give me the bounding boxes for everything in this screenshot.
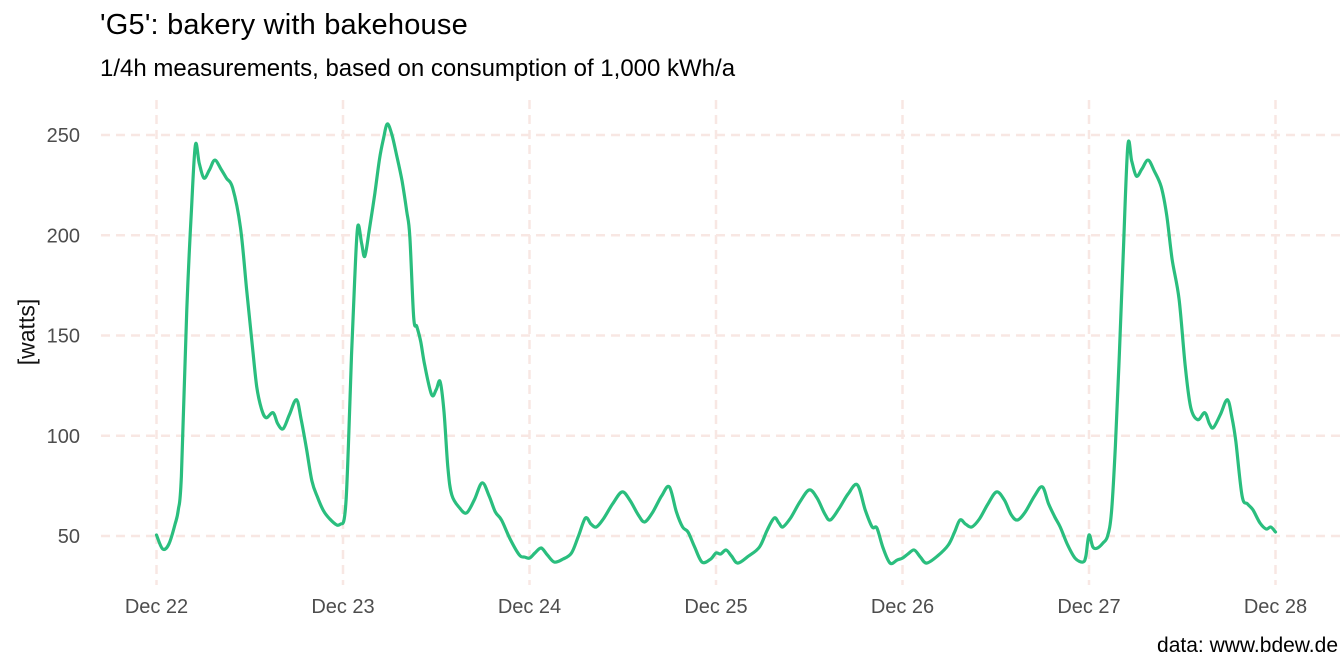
y-tick-label: 250 <box>47 125 80 147</box>
x-tick-label: Dec 23 <box>311 596 374 618</box>
y-tick-label: 150 <box>47 326 80 348</box>
x-tick-label: Dec 28 <box>1244 596 1307 618</box>
chart-subtitle: 1/4h measurements, based on consumption … <box>100 55 736 82</box>
load-curve <box>154 122 1278 566</box>
y-tick-label: 100 <box>47 426 80 448</box>
y-tick-label: 200 <box>47 225 80 247</box>
x-tick-label: Dec 24 <box>498 596 561 618</box>
x-tick-label: Dec 26 <box>871 596 934 618</box>
chart-title: 'G5': bakery with bakehouse <box>100 9 468 41</box>
chart-caption: data: www.bdew.de <box>1157 634 1338 657</box>
x-tick-label: Dec 22 <box>125 596 188 618</box>
x-tick-label: Dec 25 <box>684 596 747 618</box>
x-tick-label: Dec 27 <box>1057 596 1120 618</box>
y-tick-label: 50 <box>58 526 80 548</box>
